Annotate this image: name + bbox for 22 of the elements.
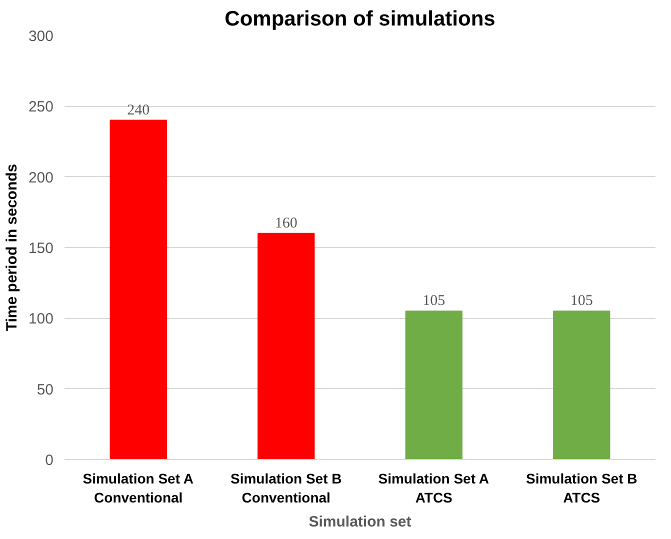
data-label: 240 [127,102,150,118]
x-tick-label: Simulation Set A ATCS [378,470,489,506]
data-label: 105 [570,293,593,310]
bar [258,232,315,460]
chart-title: Comparison of simulations [224,8,496,30]
x-axis-title: Simulation set [308,514,412,531]
data-label: 160 [274,215,298,232]
bar [110,120,167,460]
x-tick-label: Simulation Set A Conventional [82,470,194,506]
y-tick-label: 50 [36,381,54,398]
y-tick-label: 200 [28,169,54,186]
y-tick-label: 100 [28,310,54,328]
y-tick-label: 250 [28,98,54,116]
y-tick-label: 300 [28,28,54,45]
y-axis-title: Time period in seconds [3,164,20,332]
y-tick-label: 150 [28,240,54,257]
bar [405,310,462,460]
x-tick-label: Simulation Set B Conventional [230,470,342,506]
y-tick-label: 0 [45,452,54,469]
bar [553,310,610,460]
data-label: 105 [422,293,446,310]
x-tick-label: Simulation Set B ATCS [526,470,638,506]
